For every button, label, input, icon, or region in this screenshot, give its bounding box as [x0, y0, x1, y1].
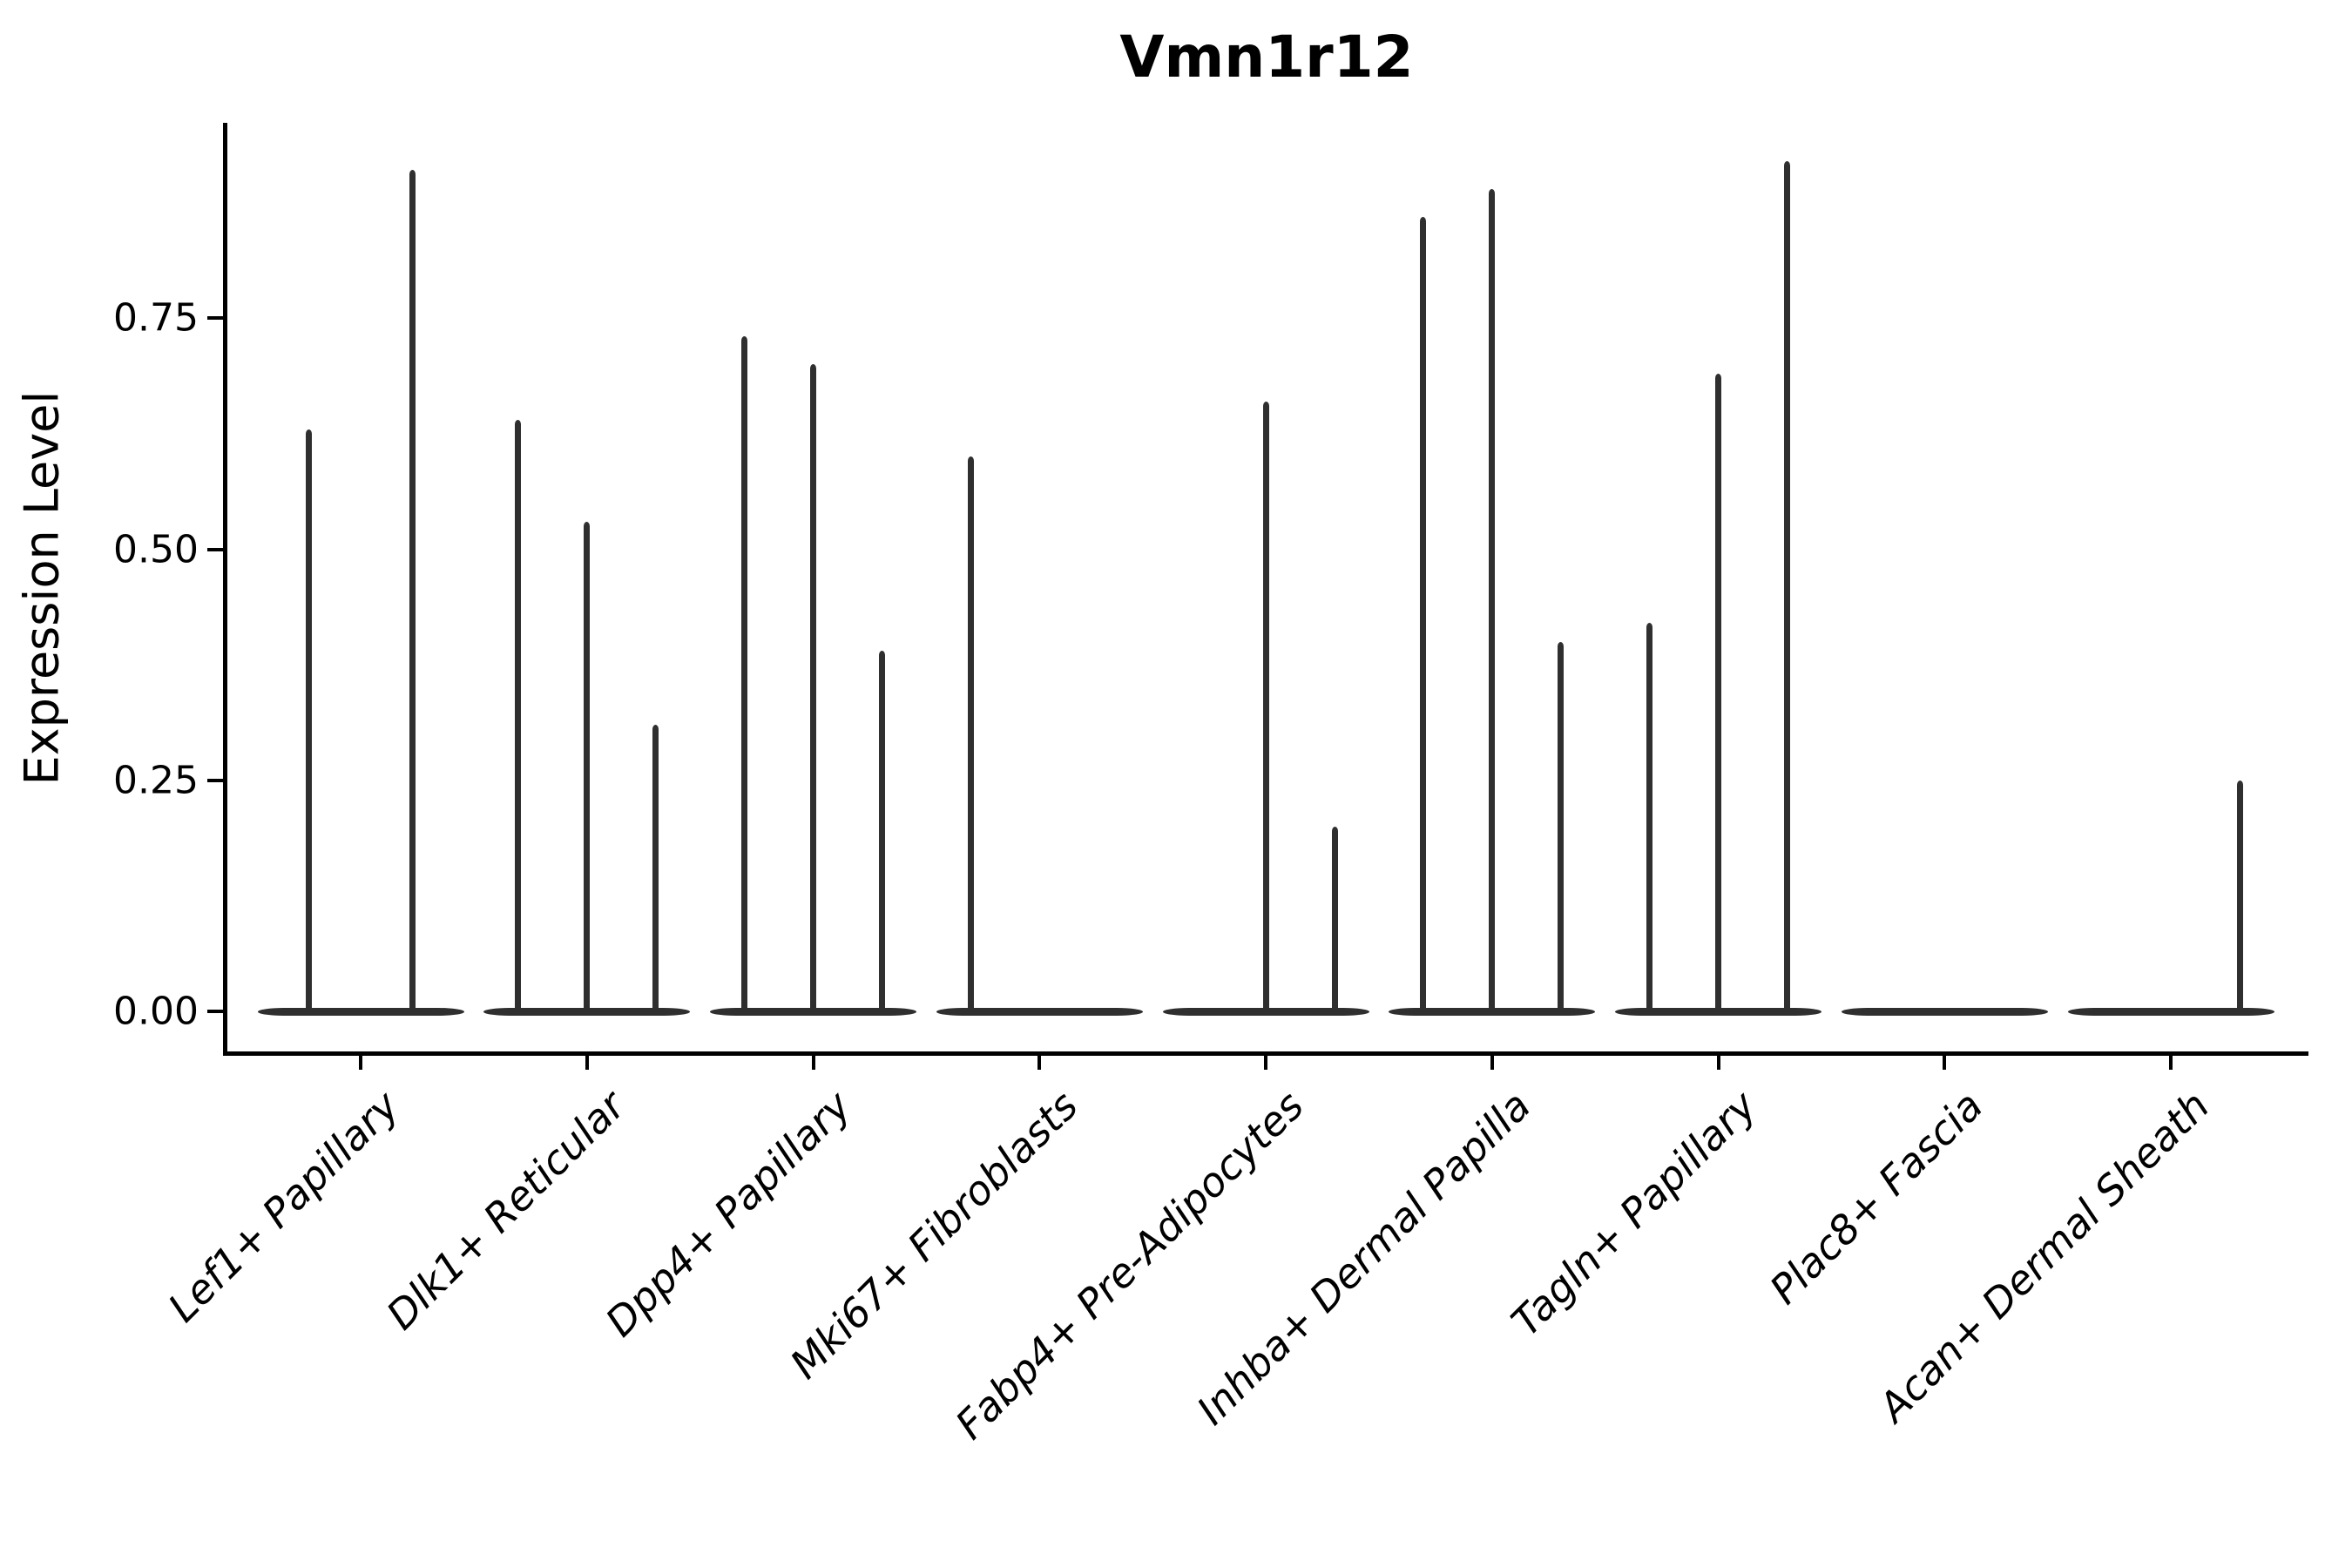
- y-tick: [207, 778, 223, 782]
- y-tick: [207, 316, 223, 321]
- y-tick-label: 0.25: [113, 758, 199, 803]
- violin-baseline: [710, 1007, 916, 1016]
- violin-spike: [879, 651, 885, 1011]
- x-tick: [1037, 1055, 1042, 1070]
- chart-title: Vmn1r12: [1119, 24, 1414, 91]
- x-tick: [585, 1055, 589, 1070]
- x-tick: [1264, 1055, 1267, 1070]
- violin-spike: [306, 429, 313, 1011]
- y-tick-label: 0.50: [113, 527, 199, 571]
- x-tick: [359, 1055, 362, 1070]
- violin-spike: [2236, 780, 2243, 1011]
- x-tick: [2169, 1055, 2173, 1070]
- violin-baseline: [2067, 1007, 2274, 1016]
- violin-spike: [1784, 160, 1790, 1011]
- violin-baseline: [1162, 1007, 1369, 1016]
- violin-baseline: [936, 1007, 1143, 1016]
- violin-spike: [515, 419, 522, 1011]
- x-axis-spine: [222, 1051, 2308, 1056]
- violin-spike: [967, 456, 974, 1011]
- violin-spike: [1646, 623, 1652, 1011]
- violin-baseline: [1389, 1007, 1596, 1016]
- violin-spike: [409, 170, 416, 1011]
- x-tick-label: Tagln+ Papillary: [1502, 1082, 1766, 1346]
- violin-baseline: [257, 1007, 464, 1016]
- x-tick: [811, 1055, 815, 1070]
- violin-spike: [652, 725, 659, 1011]
- y-axis-spine: [222, 123, 227, 1056]
- violin-spike: [1331, 826, 1338, 1011]
- y-tick: [207, 547, 223, 551]
- violin-baseline: [483, 1007, 691, 1016]
- violin-baseline: [1841, 1007, 2048, 1016]
- x-tick: [1716, 1055, 1720, 1070]
- x-tick-label: Lef1+ Papillary: [159, 1082, 409, 1331]
- y-axis-label: Expression Level: [14, 390, 70, 786]
- y-tick: [207, 1010, 223, 1013]
- violin-spike: [1420, 216, 1427, 1011]
- x-tick: [1490, 1055, 1494, 1070]
- violin-spike: [1715, 373, 1721, 1011]
- violin-spike: [741, 336, 747, 1011]
- violin-spike: [1558, 641, 1565, 1011]
- violin-spike: [1489, 188, 1496, 1011]
- violin-spike: [584, 521, 591, 1011]
- x-tick-label: Dpp4+ Papillary: [597, 1082, 861, 1346]
- x-tick-label: Plac8+ Fascia: [1761, 1082, 1992, 1314]
- y-tick-label: 0.00: [113, 989, 199, 1034]
- x-tick-label: Dlk1+ Reticular: [377, 1082, 634, 1339]
- violin-baseline: [1615, 1007, 1821, 1016]
- violin-spike: [1262, 401, 1269, 1011]
- violin-spike: [810, 364, 816, 1011]
- x-tick: [1943, 1055, 1947, 1070]
- y-tick-label: 0.75: [113, 295, 199, 341]
